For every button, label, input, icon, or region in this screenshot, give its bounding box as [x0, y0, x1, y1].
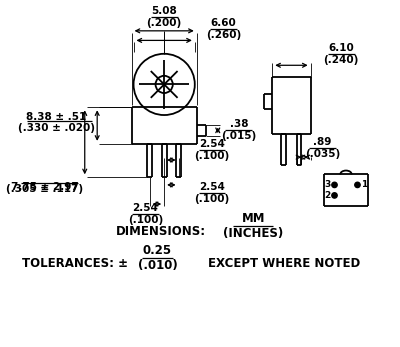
Text: .89: .89 — [313, 137, 332, 147]
Text: 6.10: 6.10 — [328, 43, 354, 53]
Text: (INCHES): (INCHES) — [223, 227, 283, 240]
Text: (.100): (.100) — [194, 151, 230, 161]
Text: 2: 2 — [325, 191, 331, 200]
Text: (.200): (.200) — [146, 18, 182, 28]
Text: 2.54: 2.54 — [199, 139, 225, 150]
Text: 7.75 ± 2.97: 7.75 ± 2.97 — [11, 182, 78, 192]
Text: EXCEPT WHERE NOTED: EXCEPT WHERE NOTED — [208, 257, 360, 270]
Circle shape — [355, 182, 360, 188]
Text: (.100): (.100) — [128, 214, 163, 225]
Text: (.035): (.035) — [305, 149, 340, 159]
Text: (.010): (.010) — [138, 259, 177, 272]
Text: .38: .38 — [230, 119, 248, 129]
Circle shape — [332, 182, 337, 188]
Text: (.305 ± .117): (.305 ± .117) — [6, 184, 83, 194]
Text: 1: 1 — [361, 180, 367, 189]
Text: 5.08: 5.08 — [151, 7, 177, 16]
Text: (.240): (.240) — [324, 55, 359, 65]
Text: 2.54: 2.54 — [132, 203, 158, 213]
Text: TOLERANCES: ±: TOLERANCES: ± — [22, 257, 128, 270]
Text: (.100): (.100) — [194, 194, 230, 203]
Circle shape — [332, 193, 337, 198]
Text: 3: 3 — [325, 180, 331, 189]
Text: DIMENSIONS:: DIMENSIONS: — [116, 225, 206, 238]
Text: 2.54: 2.54 — [199, 181, 225, 192]
Text: (.015): (.015) — [221, 131, 256, 141]
Text: (.260): (.260) — [206, 30, 241, 40]
Text: 8.38 ± .51: 8.38 ± .51 — [26, 112, 86, 122]
Text: 6.60: 6.60 — [211, 18, 236, 28]
Text: (.330 ± .020): (.330 ± .020) — [18, 123, 94, 133]
Text: 0.25: 0.25 — [143, 244, 172, 257]
Text: MM: MM — [242, 212, 265, 225]
